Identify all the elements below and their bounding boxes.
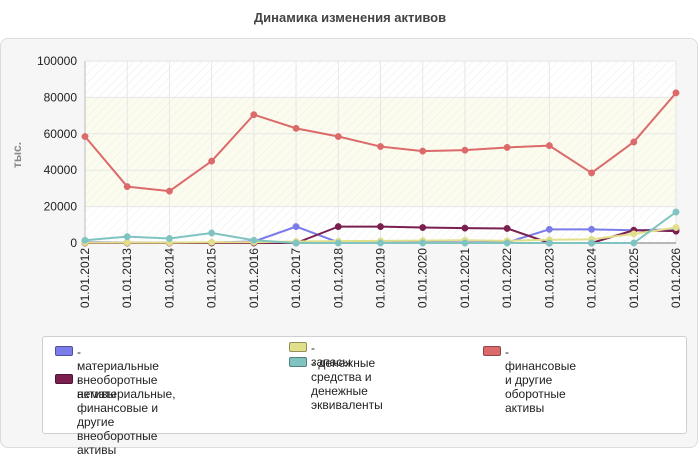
data-point bbox=[292, 223, 300, 231]
data-point bbox=[461, 146, 469, 154]
data-point bbox=[419, 239, 427, 247]
legend-label-line: - нематериальные, bbox=[77, 373, 176, 401]
y-tick-label: 40000 bbox=[44, 163, 78, 177]
data-point bbox=[672, 89, 680, 97]
data-point bbox=[545, 142, 553, 150]
data-point bbox=[208, 157, 216, 165]
data-point bbox=[292, 239, 300, 247]
legend-label-line: оборотные активы bbox=[505, 387, 566, 415]
x-tick-label: 01.01.2020 bbox=[416, 248, 430, 308]
data-point bbox=[630, 239, 638, 247]
data-point bbox=[545, 239, 553, 247]
data-point bbox=[123, 233, 131, 241]
x-tick-label: 01.01.2019 bbox=[374, 248, 388, 308]
legend: - материальные внеоборотные активы - нема… bbox=[42, 336, 687, 457]
y-tick-label: 100000 bbox=[37, 54, 77, 68]
data-point bbox=[165, 235, 173, 242]
legend-label-line: - материальные внеоборотные bbox=[77, 345, 159, 387]
data-point bbox=[165, 187, 173, 195]
data-point bbox=[208, 229, 216, 237]
data-point bbox=[377, 143, 384, 150]
legend-swatch bbox=[483, 346, 501, 356]
legend-swatch bbox=[289, 357, 307, 367]
legend-label-line: - финансовые и другие bbox=[505, 345, 576, 387]
data-point bbox=[81, 236, 89, 244]
data-point bbox=[250, 236, 258, 244]
legend-label-line: - денежные средства и bbox=[311, 356, 376, 384]
x-tick-label: 01.01.2022 bbox=[500, 248, 514, 308]
data-point bbox=[672, 224, 680, 231]
x-axis-ticks: 01.01.2012 01.01.2013 01.01.2014 01.01.2015… bbox=[78, 248, 683, 308]
y-axis-label: тыс. bbox=[10, 142, 24, 168]
data-point bbox=[588, 239, 596, 247]
legend-label-line: - запасы bbox=[311, 341, 351, 369]
x-tick-label: 01.01.2015 bbox=[205, 248, 219, 308]
legend-swatch bbox=[289, 342, 307, 352]
data-point bbox=[377, 223, 384, 231]
legend-label-line: активы bbox=[77, 387, 117, 401]
data-point bbox=[123, 183, 131, 191]
data-point bbox=[292, 124, 300, 132]
x-tick-label: 01.01.2025 bbox=[627, 248, 641, 308]
data-point bbox=[672, 208, 680, 216]
data-point bbox=[334, 133, 342, 140]
data-point bbox=[250, 111, 258, 119]
legend-label-line: финансовые и другие bbox=[77, 401, 159, 429]
legend-label-line: внеоборотные активы bbox=[77, 429, 158, 457]
legend-swatch bbox=[55, 374, 73, 384]
data-point bbox=[334, 223, 342, 231]
series-group bbox=[81, 89, 680, 247]
y-tick-label: 20000 bbox=[44, 200, 78, 214]
data-point bbox=[81, 133, 89, 140]
data-point bbox=[377, 239, 384, 247]
data-point bbox=[503, 224, 511, 232]
data-point bbox=[503, 144, 511, 151]
x-tick-label: 01.01.2012 bbox=[78, 248, 92, 308]
data-point bbox=[545, 225, 553, 233]
y-tick-label: 60000 bbox=[44, 127, 78, 141]
data-point bbox=[334, 239, 342, 247]
x-tick-label: 01.01.2014 bbox=[162, 248, 176, 308]
data-point bbox=[630, 138, 638, 146]
data-point bbox=[123, 239, 131, 247]
data-point bbox=[503, 239, 511, 247]
data-point bbox=[419, 224, 427, 231]
y-tick-label: 0 bbox=[70, 236, 77, 250]
y-tick-label: 80000 bbox=[44, 90, 78, 104]
chart-title: Динамика изменения активов bbox=[253, 10, 447, 25]
x-tick-label: 01.01.2016 bbox=[247, 248, 261, 308]
legend-swatch bbox=[55, 346, 73, 356]
x-tick-label: 01.01.2013 bbox=[120, 248, 134, 308]
x-tick-label: 01.01.2024 bbox=[585, 248, 599, 308]
x-tick-label: 01.01.2017 bbox=[289, 248, 303, 308]
y-axis-ticks: 0 20000 40000 60000 80000 100000 bbox=[37, 54, 77, 250]
data-point bbox=[588, 225, 596, 233]
data-point bbox=[461, 224, 469, 232]
x-tick-label: 01.01.2018 bbox=[331, 248, 345, 308]
data-point bbox=[208, 238, 216, 246]
x-tick-label: 01.01.2026 bbox=[669, 248, 683, 308]
x-tick-label: 01.01.2023 bbox=[542, 248, 556, 308]
legend-label-line: денежные эквиваленты bbox=[311, 384, 383, 412]
data-point bbox=[588, 169, 596, 177]
data-point bbox=[630, 230, 638, 238]
data-point bbox=[419, 147, 427, 155]
data-point bbox=[461, 239, 469, 247]
x-tick-label: 01.01.2021 bbox=[458, 248, 472, 308]
